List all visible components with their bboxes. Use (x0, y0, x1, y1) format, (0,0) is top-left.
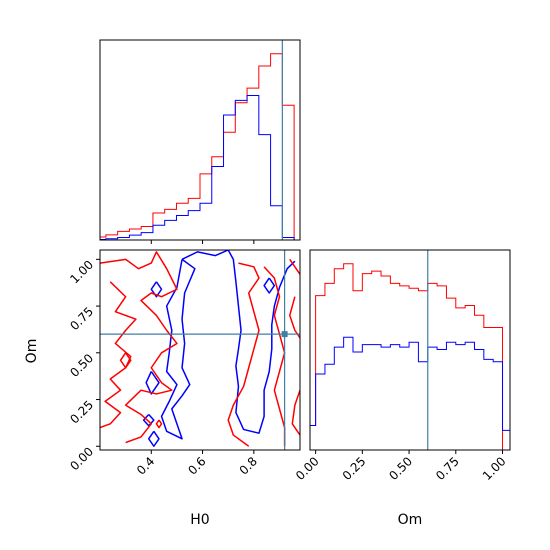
contour-series-0-line-6 (263, 277, 276, 294)
contour-frame (99, 249, 301, 451)
contour-ytick-label-4: 1.00 (67, 258, 96, 287)
contour-ytick-label-1: 0.25 (67, 398, 96, 427)
contour-series-1-line-8 (119, 352, 132, 369)
h0-marginal-panel (99, 39, 301, 244)
contour-series-1-line-4 (289, 258, 300, 275)
om-hist-series-1 (310, 336, 510, 431)
contour-series-0-line-1 (160, 258, 196, 440)
contour-series-0-line-4 (147, 430, 160, 448)
contour-series-1-line-5 (288, 296, 300, 339)
contour-ytick-label-3: 0.75 (67, 304, 96, 333)
om-xtick-label-4: 1.00 (480, 454, 509, 483)
om-xtick-label-0: 0.00 (293, 454, 322, 483)
h0-hist-series-1 (100, 94, 295, 240)
h0-hist-series-0 (100, 53, 295, 240)
om-xtick-label-3: 0.75 (433, 454, 462, 483)
contour-ytick-label-2: 0.50 (67, 351, 96, 380)
om-marginal-panel: 0.00 0.25 0.50 0.75 1.00 (293, 249, 511, 483)
contour-series-0-line-0 (181, 250, 296, 434)
contour-xtick-label-2: 0.8 (237, 454, 260, 477)
om-xtick-label-1: 0.25 (340, 454, 369, 483)
contour-ytick-label-0: 0.00 (67, 444, 96, 473)
contour-series-1-line-2 (227, 262, 260, 447)
x-axis-label-om: Om (398, 512, 423, 528)
contour-series-1-line-3 (263, 266, 286, 447)
x-axis-label-h0: H0 (190, 512, 209, 528)
h0-marginal-frame (99, 39, 301, 241)
y-axis-label-om: Om (24, 339, 40, 364)
contour-series-1-line-6 (291, 389, 300, 436)
contour-xtick-label-0: 0.4 (134, 454, 157, 477)
contour-series-0-line-2 (145, 371, 160, 395)
contour-series-0-line-5 (150, 281, 163, 298)
contour-series-1-line-1 (100, 281, 137, 429)
om-hist-series-0 (310, 263, 510, 450)
om-vs-h0-contour-panel: 0.4 0.6 0.8 0.00 0.25 0.50 0.75 1.00 (67, 249, 301, 478)
contour-series-1-line-0 (100, 251, 178, 444)
contour-xtick-label-1: 0.6 (185, 454, 208, 477)
contour-series-0-line-3 (142, 413, 155, 427)
contour-truth-marker (281, 331, 288, 338)
om-xtick-label-2: 0.50 (386, 454, 415, 483)
om-marginal-frame (309, 249, 511, 451)
contour-series-1-line-7 (155, 419, 163, 429)
